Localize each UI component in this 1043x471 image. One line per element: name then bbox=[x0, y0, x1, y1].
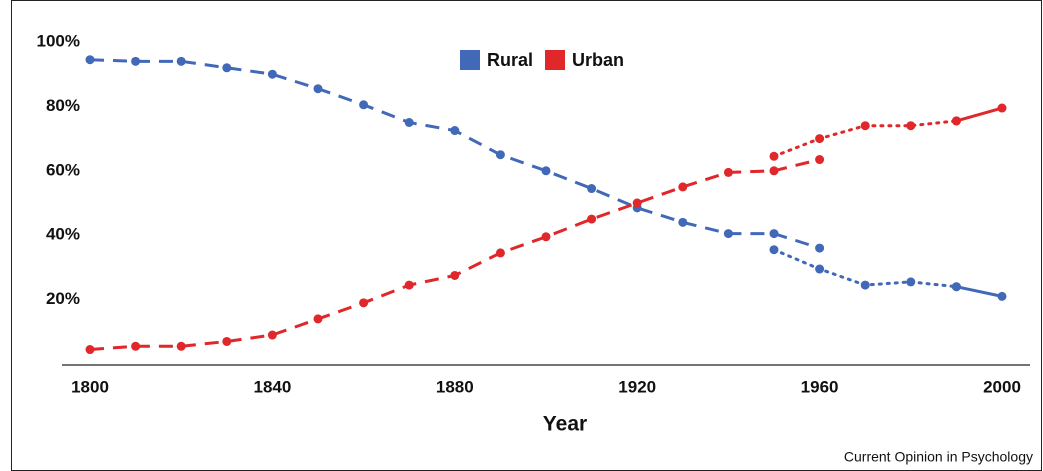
x-tick-label: 1840 bbox=[253, 377, 291, 396]
y-tick-label: 20% bbox=[46, 289, 80, 308]
data-point bbox=[450, 126, 460, 136]
series-line bbox=[89, 158, 820, 352]
data-point bbox=[85, 345, 95, 355]
data-point bbox=[176, 341, 186, 351]
x-tick-label: 1960 bbox=[801, 377, 839, 396]
data-point bbox=[313, 314, 323, 324]
data-point bbox=[359, 100, 369, 110]
data-point bbox=[678, 217, 688, 227]
x-tick-label: 1880 bbox=[436, 377, 474, 396]
legend-label: Rural bbox=[487, 50, 533, 70]
data-point bbox=[450, 270, 460, 280]
data-point bbox=[815, 134, 825, 144]
data-point bbox=[906, 277, 916, 287]
data-point bbox=[678, 182, 688, 192]
data-point bbox=[587, 214, 597, 224]
data-point bbox=[723, 229, 733, 239]
legend-swatch bbox=[545, 50, 566, 70]
data-point bbox=[769, 166, 779, 176]
data-point bbox=[860, 121, 870, 131]
data-point bbox=[359, 298, 369, 308]
data-point bbox=[815, 155, 825, 165]
y-tick-label: 80% bbox=[46, 96, 80, 115]
x-tick-label: 2000 bbox=[983, 377, 1021, 396]
data-point bbox=[815, 243, 825, 253]
x-tick-label: 1800 bbox=[71, 377, 109, 396]
data-point bbox=[587, 184, 597, 194]
data-point bbox=[997, 103, 1007, 113]
credit: Current Opinion in Psychology bbox=[844, 449, 1033, 465]
data-point bbox=[997, 291, 1007, 301]
data-point bbox=[769, 229, 779, 239]
data-point bbox=[222, 336, 232, 346]
x-axis-title: Year bbox=[543, 413, 587, 436]
frame bbox=[11, 0, 1042, 471]
data-point bbox=[176, 56, 186, 66]
data-point bbox=[222, 63, 232, 73]
data-point bbox=[541, 232, 551, 242]
y-tick-label: 40% bbox=[46, 225, 80, 244]
data-point bbox=[495, 248, 505, 258]
data-point bbox=[860, 280, 870, 290]
data-point bbox=[131, 341, 141, 351]
data-point bbox=[267, 69, 277, 79]
data-point bbox=[131, 56, 141, 66]
data-point bbox=[267, 330, 277, 340]
data-point bbox=[769, 151, 779, 161]
data-point bbox=[815, 264, 825, 274]
data-point bbox=[769, 245, 779, 255]
x-tick-label: 1920 bbox=[618, 377, 656, 396]
series-line bbox=[89, 58, 821, 250]
data-point bbox=[951, 282, 961, 292]
data-point bbox=[723, 167, 733, 177]
data-point bbox=[541, 166, 551, 176]
legend-label: Urban bbox=[572, 50, 624, 70]
data-point bbox=[313, 84, 323, 94]
legend-swatch bbox=[460, 50, 480, 70]
data-point bbox=[404, 118, 414, 127]
y-tick-label: 60% bbox=[46, 160, 80, 179]
y-tick-label: 100% bbox=[37, 31, 80, 50]
data-point bbox=[404, 280, 414, 290]
data-point bbox=[632, 198, 642, 208]
data-point bbox=[495, 150, 505, 160]
series-line bbox=[955, 106, 1003, 123]
data-point bbox=[85, 55, 95, 65]
data-point bbox=[906, 121, 916, 131]
data-point bbox=[951, 116, 961, 126]
series-line bbox=[956, 285, 1003, 298]
